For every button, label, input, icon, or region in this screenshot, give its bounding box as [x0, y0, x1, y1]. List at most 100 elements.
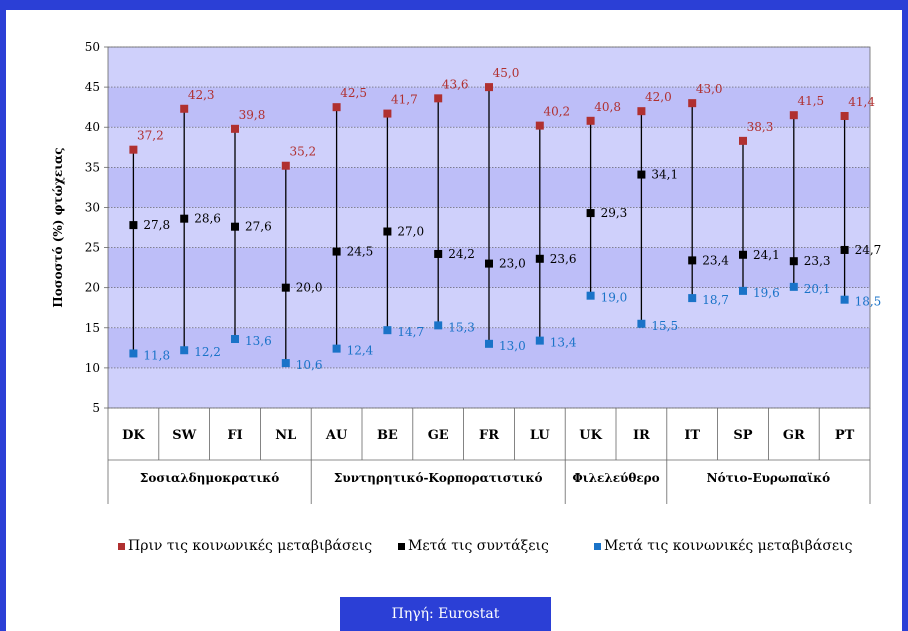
- data-label: 24,7: [855, 243, 882, 257]
- y-tick-label: 10: [85, 361, 100, 375]
- marker-after-transfers: [383, 326, 392, 335]
- marker-after-pensions: [383, 227, 392, 236]
- y-tick-label: 25: [85, 241, 100, 255]
- data-label: 27,0: [397, 225, 424, 239]
- data-label: 24,2: [448, 247, 475, 261]
- marker-after-pensions: [434, 249, 443, 258]
- data-label: 41,4: [848, 95, 875, 109]
- plot-area-border: [107, 46, 871, 409]
- category-label: PT: [835, 428, 855, 443]
- category-label: DK: [122, 428, 145, 443]
- marker-after-transfers: [485, 339, 493, 348]
- marker-after-transfers: [535, 336, 544, 345]
- marker-before-transfers: [231, 124, 239, 133]
- marker-after-transfers: [586, 291, 595, 300]
- marker-before-transfers: [281, 161, 290, 170]
- data-label: 24,1: [753, 248, 780, 262]
- data-label: 13,6: [245, 334, 272, 348]
- marker-before-transfers: [535, 121, 544, 130]
- marker-after-pensions: [281, 283, 290, 292]
- data-label: 45,0: [493, 66, 520, 80]
- group-label: Σοσιαλδημοκρατικό: [140, 471, 279, 485]
- data-label: 43,0: [696, 82, 723, 96]
- data-label: 23,0: [499, 257, 526, 271]
- data-label: 10,6: [296, 358, 323, 372]
- data-label: 12,4: [347, 344, 374, 358]
- marker-before-transfers: [129, 145, 138, 154]
- y-tick-label: 20: [85, 281, 100, 295]
- data-label: 23,4: [702, 253, 729, 267]
- data-label: 38,3: [747, 120, 774, 134]
- data-label: 28,6: [194, 212, 221, 226]
- data-label: 13,4: [550, 336, 577, 350]
- marker-before-transfers: [383, 109, 392, 118]
- category-label: IT: [684, 428, 700, 443]
- data-label: 37,2: [137, 129, 164, 143]
- data-label: 24,5: [347, 245, 374, 259]
- marker-after-pensions: [840, 245, 849, 254]
- marker-before-transfers: [840, 111, 849, 120]
- marker-after-transfers: [739, 286, 747, 295]
- marker-before-transfers: [434, 94, 443, 103]
- marker-after-transfers: [332, 344, 341, 353]
- marker-after-pensions: [688, 256, 697, 265]
- legend-marker: [398, 543, 405, 550]
- legend-label: Πριν τις κοινωνικές μεταβιβάσεις: [128, 537, 372, 554]
- data-label: 41,7: [391, 93, 418, 107]
- category-label: FR: [479, 428, 499, 443]
- marker-after-transfers: [688, 294, 697, 303]
- data-label: 42,0: [645, 90, 672, 104]
- category-label: LU: [530, 428, 550, 443]
- marker-after-transfers: [637, 319, 646, 328]
- data-label: 19,0: [601, 291, 628, 305]
- category-label: AU: [325, 428, 348, 443]
- data-label: 27,6: [245, 220, 272, 234]
- data-label: 39,8: [239, 108, 266, 122]
- category-label: BE: [377, 428, 398, 443]
- data-label: 41,5: [797, 94, 824, 108]
- y-tick-label: 30: [85, 200, 100, 214]
- data-label: 18,5: [855, 295, 882, 309]
- marker-after-transfers: [231, 335, 239, 344]
- group-label: Συντηρητικό-Κορπορατιστικό: [334, 471, 543, 485]
- category-label: GE: [428, 428, 449, 443]
- data-label: 19,6: [753, 286, 780, 300]
- data-label: 34,1: [651, 168, 678, 182]
- data-label: 23,3: [804, 254, 831, 268]
- data-label: 12,2: [194, 345, 221, 359]
- legend-marker: [118, 543, 125, 550]
- marker-after-pensions: [535, 254, 544, 263]
- category-label: FI: [227, 428, 242, 443]
- y-tick-label: 40: [85, 120, 100, 134]
- marker-after-pensions: [231, 222, 239, 231]
- marker-before-transfers: [688, 99, 697, 108]
- marker-after-transfers: [840, 295, 849, 304]
- y-tick-label: 45: [85, 80, 100, 94]
- marker-after-transfers: [434, 321, 443, 330]
- marker-after-pensions: [637, 170, 646, 179]
- marker-before-transfers: [180, 104, 189, 113]
- data-label: 42,3: [188, 88, 215, 102]
- data-label: 40,2: [543, 105, 570, 119]
- plot-band: [108, 47, 870, 88]
- legend-marker: [594, 543, 601, 550]
- y-axis-label: Ποσοστό (%) φτώχειας: [51, 147, 65, 307]
- marker-after-pensions: [332, 247, 341, 256]
- data-label: 43,6: [442, 77, 469, 91]
- category-label: GR: [783, 428, 805, 443]
- source-label: Πηγή: Eurostat: [340, 597, 551, 631]
- data-label: 20,0: [296, 281, 323, 295]
- data-label: 29,3: [601, 206, 628, 220]
- data-label: 35,2: [289, 145, 316, 159]
- marker-after-transfers: [789, 282, 798, 291]
- data-label: 23,6: [550, 252, 577, 266]
- marker-before-transfers: [586, 116, 595, 125]
- marker-after-pensions: [739, 250, 747, 259]
- marker-after-transfers: [129, 349, 138, 358]
- data-label: 20,1: [804, 282, 831, 296]
- group-label: Νότιο-Ευρωπαϊκό: [707, 471, 831, 485]
- data-label: 14,7: [397, 325, 424, 339]
- data-label: 15,3: [448, 320, 475, 334]
- category-label: SW: [172, 428, 196, 443]
